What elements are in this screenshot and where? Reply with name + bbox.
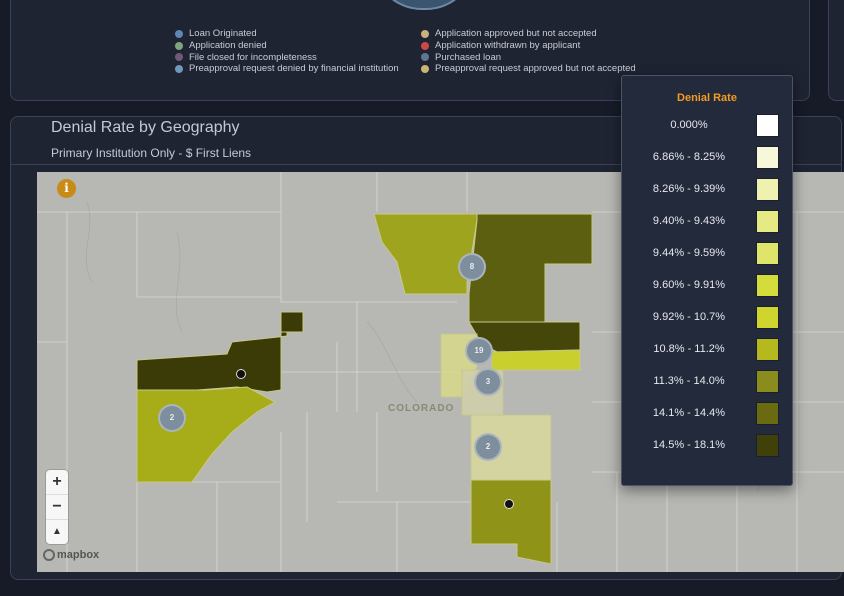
cluster-marker[interactable]: 3 xyxy=(474,368,502,396)
legend-dot xyxy=(175,65,183,74)
county-south xyxy=(470,479,552,565)
legend-item[interactable]: File closed for incompleteness xyxy=(175,52,435,64)
mapbox-logo[interactable]: mapbox xyxy=(43,549,99,561)
legend-range-label: 8.26% - 9.39% xyxy=(652,183,726,195)
info-icon[interactable]: i xyxy=(57,179,76,198)
legend-item[interactable]: Application denied xyxy=(175,40,435,52)
legend-row: 11.3% - 14.0% xyxy=(622,370,792,394)
county-wy-northeast xyxy=(468,213,593,323)
legend-range-label: 6.86% - 8.25% xyxy=(652,151,726,163)
legend-label: Preapproval request approved but not acc… xyxy=(435,63,636,75)
legend-swatch xyxy=(756,210,779,233)
legend-item[interactable]: Preapproval request approved but not acc… xyxy=(421,63,681,75)
legend-row: 10.8% - 11.2% xyxy=(622,338,792,362)
legend-item[interactable]: Application approved but not accepted xyxy=(421,28,681,40)
legend-swatch xyxy=(756,434,779,457)
county-west xyxy=(136,386,277,483)
zoom-controls: + − ▲ xyxy=(46,470,68,544)
legend-item[interactable]: Application withdrawn by applicant xyxy=(421,40,681,52)
mapbox-label: mapbox xyxy=(57,549,100,561)
legend-swatch xyxy=(756,178,779,201)
legend-swatch xyxy=(756,338,779,361)
legend-row: 14.1% - 14.4% xyxy=(622,402,792,426)
legend-row: 9.40% - 9.43% xyxy=(622,210,792,234)
legend-dot xyxy=(175,53,183,62)
mapbox-icon xyxy=(43,549,55,561)
legend-row: 9.92% - 10.7% xyxy=(622,306,792,330)
legend-swatch xyxy=(756,402,779,425)
legend-dot xyxy=(421,29,429,38)
legend-item[interactable]: Purchased loan xyxy=(421,52,681,64)
cluster-marker[interactable]: 8 xyxy=(458,253,486,281)
legend-range-label: 11.3% - 14.0% xyxy=(653,375,725,387)
legend-row: 0.000% xyxy=(622,114,792,138)
legend-swatch xyxy=(756,306,779,329)
legend-swatch xyxy=(756,242,779,265)
county-northwest-band xyxy=(136,311,303,393)
legend-label: Application approved but not accepted xyxy=(435,28,597,39)
denial-rate-legend: Denial Rate 0.000% 6.86% - 8.25% 8.26% - 9… xyxy=(621,75,793,486)
legend-label: Application withdrawn by applicant xyxy=(435,39,581,51)
legend-item[interactable]: Loan Originated xyxy=(175,28,435,40)
legend-row: 8.26% - 9.39% xyxy=(622,178,792,202)
panel-divider xyxy=(11,164,841,165)
panel-title: Denial Rate by Geography xyxy=(51,119,240,136)
zoom-out-button[interactable]: − xyxy=(46,495,68,520)
legend-row: 6.86% - 8.25% xyxy=(622,146,792,170)
legend-row: 14.5% - 18.1% xyxy=(622,434,792,458)
legend-dot xyxy=(421,65,429,74)
legend-label: Application denied xyxy=(189,39,267,51)
state-label: COLORADO xyxy=(388,403,455,414)
adjacent-panel xyxy=(828,0,844,101)
legend-range-label: 9.92% - 10.7% xyxy=(652,311,726,323)
legend-item[interactable]: Preapproval request denied by financial … xyxy=(175,63,435,75)
zoom-in-button[interactable]: + xyxy=(46,470,68,495)
legend-title: Denial Rate xyxy=(677,92,737,104)
legend-label: Preapproval request denied by financial … xyxy=(189,63,399,75)
legend-swatch xyxy=(756,146,779,169)
legend-dot xyxy=(175,29,183,38)
legend-label: Purchased loan xyxy=(435,51,502,63)
compass-button[interactable]: ▲ xyxy=(52,526,62,537)
cluster-marker[interactable]: 2 xyxy=(474,433,502,461)
legend-dot xyxy=(421,53,429,62)
legend-range-label: 0.000% xyxy=(670,119,708,131)
cluster-marker[interactable]: 2 xyxy=(158,404,186,432)
legend-range-label: 9.60% - 9.91% xyxy=(652,279,726,291)
legend-range-label: 9.40% - 9.43% xyxy=(652,215,726,227)
legend-swatch xyxy=(756,274,779,297)
legend-swatch xyxy=(756,114,779,137)
legend-label: File closed for incompleteness xyxy=(189,51,317,63)
legend-dot xyxy=(175,41,183,50)
location-pin[interactable] xyxy=(504,499,514,509)
legend-swatch xyxy=(756,370,779,393)
legend-range-label: 14.5% - 18.1% xyxy=(652,439,726,451)
panel-subtitle: Primary Institution Only - $ First Liens xyxy=(51,146,252,160)
county-front-range-band xyxy=(491,349,581,371)
cluster-marker[interactable]: 19 xyxy=(465,337,493,365)
county-northwest-tab xyxy=(280,311,304,333)
legend-range-label: 14.1% - 14.4% xyxy=(652,407,726,419)
legend-row: 9.44% - 9.59% xyxy=(622,242,792,266)
legend-column-right: Application approved but not accepted Ap… xyxy=(421,28,681,75)
location-pin[interactable] xyxy=(236,369,246,379)
legend-column-left: Loan Originated Application denied File … xyxy=(175,28,435,75)
legend-dot xyxy=(421,41,429,50)
legend-row: 9.60% - 9.91% xyxy=(622,274,792,298)
county-wy-north xyxy=(373,213,478,295)
legend-range-label: 9.44% - 9.59% xyxy=(652,247,726,259)
legend-range-label: 10.8% - 11.2% xyxy=(653,343,725,355)
legend-label: Loan Originated xyxy=(189,28,257,39)
